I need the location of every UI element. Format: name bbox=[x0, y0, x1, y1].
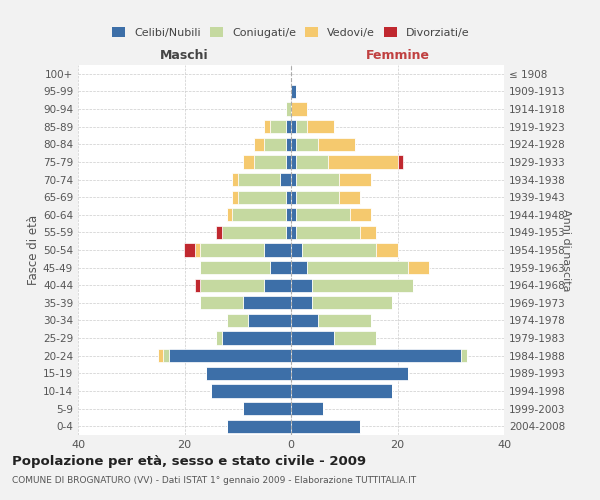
Bar bbox=[195, 278, 200, 292]
Bar bbox=[254, 156, 286, 168]
Bar bbox=[286, 102, 291, 116]
Bar bbox=[296, 226, 360, 239]
Bar bbox=[307, 261, 408, 274]
Bar bbox=[270, 120, 286, 134]
Bar bbox=[232, 208, 286, 222]
Bar bbox=[291, 120, 296, 134]
Bar bbox=[200, 244, 265, 256]
Bar bbox=[350, 208, 371, 222]
Bar bbox=[222, 332, 291, 344]
Bar bbox=[286, 226, 291, 239]
Bar bbox=[227, 420, 291, 433]
Bar bbox=[291, 85, 296, 98]
Y-axis label: Anni di nascita: Anni di nascita bbox=[561, 209, 571, 291]
Bar bbox=[296, 120, 307, 134]
Bar bbox=[291, 173, 296, 186]
Bar bbox=[158, 349, 163, 362]
Bar bbox=[185, 244, 195, 256]
Bar bbox=[232, 190, 238, 204]
Legend: Celibi/Nubili, Coniugati/e, Vedovi/e, Divorziati/e: Celibi/Nubili, Coniugati/e, Vedovi/e, Di… bbox=[108, 22, 474, 42]
Bar bbox=[339, 173, 371, 186]
Text: Popolazione per età, sesso e stato civile - 2009: Popolazione per età, sesso e stato civil… bbox=[12, 455, 366, 468]
Bar bbox=[291, 190, 296, 204]
Bar bbox=[286, 208, 291, 222]
Bar bbox=[307, 120, 334, 134]
Bar bbox=[286, 138, 291, 151]
Bar bbox=[339, 190, 360, 204]
Bar bbox=[461, 349, 467, 362]
Bar bbox=[291, 332, 334, 344]
Bar bbox=[291, 226, 296, 239]
Bar bbox=[211, 384, 291, 398]
Bar bbox=[163, 349, 169, 362]
Bar bbox=[291, 138, 296, 151]
Bar bbox=[291, 366, 408, 380]
Bar bbox=[291, 402, 323, 415]
Bar bbox=[313, 278, 413, 292]
Bar bbox=[360, 226, 376, 239]
Bar bbox=[227, 208, 232, 222]
Bar bbox=[296, 138, 317, 151]
Bar bbox=[217, 332, 222, 344]
Bar bbox=[291, 208, 296, 222]
Bar bbox=[243, 402, 291, 415]
Bar bbox=[238, 190, 286, 204]
Text: COMUNE DI BROGNATURO (VV) - Dati ISTAT 1° gennaio 2009 - Elaborazione TUTTITALIA: COMUNE DI BROGNATURO (VV) - Dati ISTAT 1… bbox=[12, 476, 416, 485]
Bar bbox=[408, 261, 430, 274]
Bar bbox=[317, 138, 355, 151]
Bar bbox=[291, 156, 296, 168]
Bar bbox=[317, 314, 371, 327]
Bar bbox=[200, 296, 243, 310]
Bar bbox=[291, 278, 313, 292]
Bar bbox=[296, 156, 328, 168]
Bar bbox=[169, 349, 291, 362]
Bar bbox=[200, 278, 265, 292]
Bar bbox=[291, 296, 313, 310]
Bar bbox=[291, 349, 461, 362]
Bar bbox=[291, 314, 317, 327]
Bar bbox=[291, 244, 302, 256]
Bar bbox=[265, 138, 286, 151]
Bar bbox=[313, 296, 392, 310]
Bar bbox=[243, 156, 254, 168]
Bar bbox=[296, 173, 339, 186]
Bar bbox=[227, 314, 248, 327]
Bar bbox=[232, 173, 238, 186]
Bar bbox=[296, 190, 339, 204]
Bar bbox=[195, 244, 200, 256]
Bar bbox=[238, 173, 280, 186]
Bar bbox=[248, 314, 291, 327]
Bar bbox=[291, 102, 307, 116]
Bar bbox=[302, 244, 376, 256]
Bar bbox=[222, 226, 286, 239]
Text: Femmine: Femmine bbox=[365, 50, 430, 62]
Bar bbox=[265, 278, 291, 292]
Bar bbox=[286, 156, 291, 168]
Bar bbox=[376, 244, 398, 256]
Bar bbox=[291, 420, 360, 433]
Bar bbox=[265, 120, 270, 134]
Bar bbox=[334, 332, 376, 344]
Text: Maschi: Maschi bbox=[160, 50, 209, 62]
Bar bbox=[398, 156, 403, 168]
Bar bbox=[280, 173, 291, 186]
Bar bbox=[296, 208, 350, 222]
Bar bbox=[291, 384, 392, 398]
Bar bbox=[243, 296, 291, 310]
Bar bbox=[286, 190, 291, 204]
Bar bbox=[328, 156, 398, 168]
Bar bbox=[206, 366, 291, 380]
Bar bbox=[286, 120, 291, 134]
Bar bbox=[270, 261, 291, 274]
Bar bbox=[200, 261, 270, 274]
Bar bbox=[254, 138, 265, 151]
Bar bbox=[265, 244, 291, 256]
Bar bbox=[291, 261, 307, 274]
Bar bbox=[217, 226, 222, 239]
Y-axis label: Fasce di età: Fasce di età bbox=[27, 215, 40, 285]
